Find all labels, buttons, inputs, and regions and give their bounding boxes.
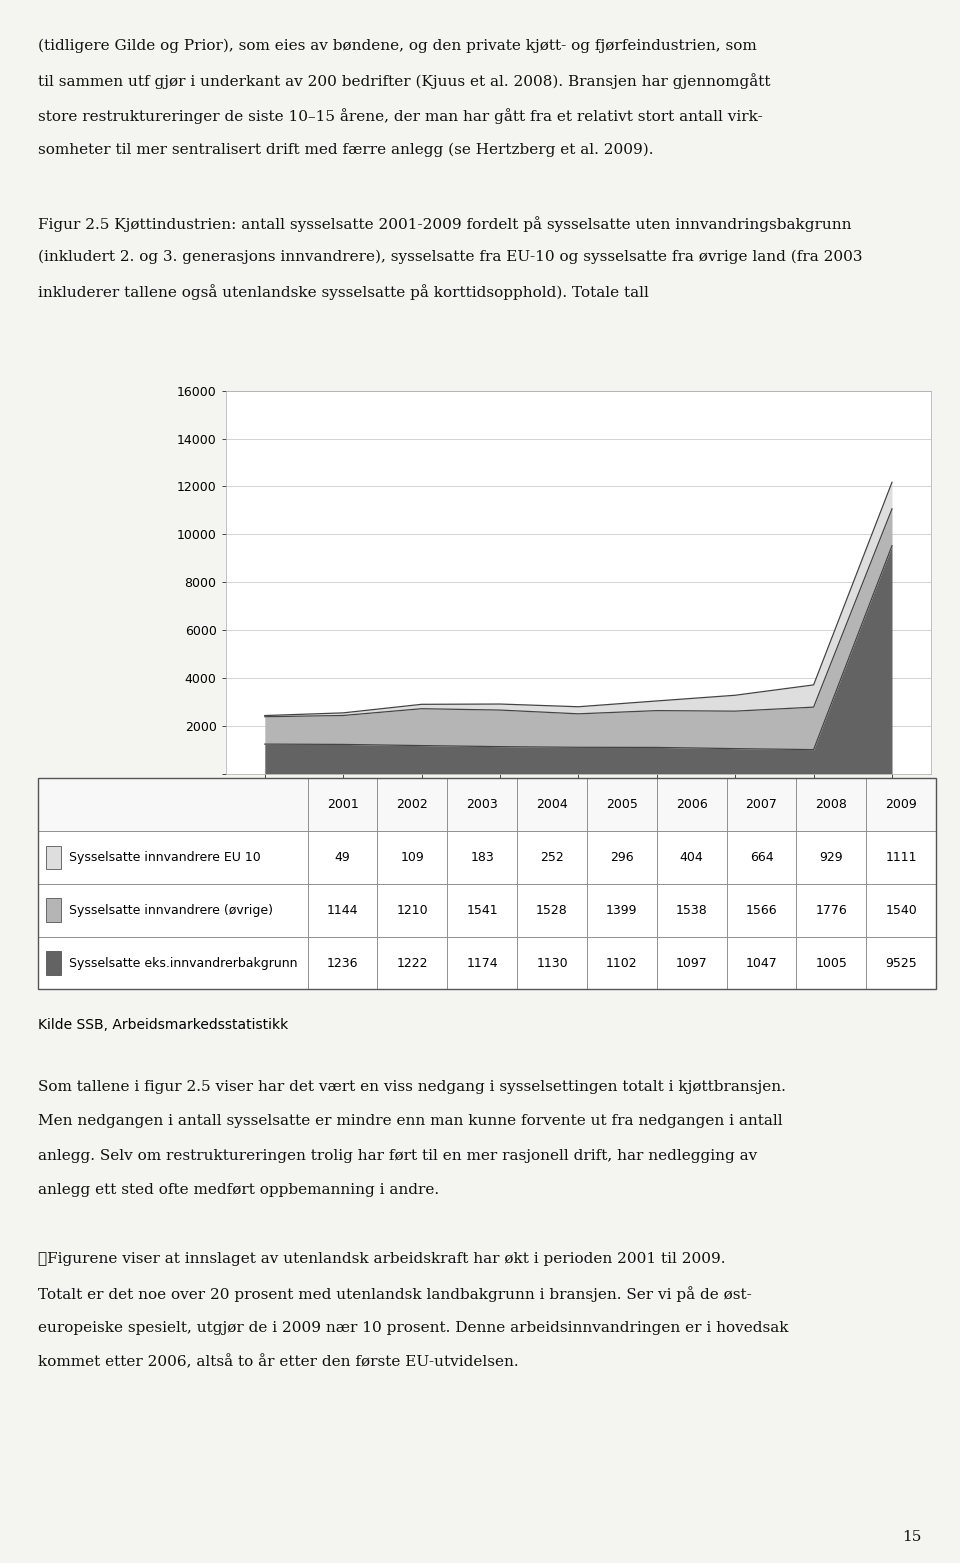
Text: 404: 404	[680, 850, 704, 864]
Text: 1538: 1538	[676, 903, 708, 917]
Text: 1097: 1097	[676, 957, 708, 969]
Text: 1540: 1540	[885, 903, 917, 917]
Text: 1236: 1236	[326, 957, 358, 969]
Text: 2006: 2006	[676, 799, 708, 811]
Text: 2008: 2008	[815, 799, 848, 811]
Text: til sammen utf gjør i underkant av 200 bedrifter (Kjuus et al. 2008). Bransjen h: til sammen utf gjør i underkant av 200 b…	[38, 73, 771, 89]
Text: 2002: 2002	[396, 799, 428, 811]
Text: 1222: 1222	[396, 957, 428, 969]
Text: kommet etter 2006, altså to år etter den første EU-utvidelsen.: kommet etter 2006, altså to år etter den…	[38, 1355, 519, 1369]
Text: 664: 664	[750, 850, 773, 864]
Text: 2007: 2007	[746, 799, 778, 811]
Text: 1130: 1130	[537, 957, 567, 969]
Text: anlegg ett sted ofte medført oppbemanning i andre.: anlegg ett sted ofte medført oppbemannin…	[38, 1183, 440, 1197]
Text: 2005: 2005	[606, 799, 637, 811]
Text: Figurene viser at innslaget av utenlandsk arbeidskraft har økt i perioden 2001 t: Figurene viser at innslaget av utenlands…	[38, 1252, 726, 1266]
Text: Sysselsatte innvandrere EU 10: Sysselsatte innvandrere EU 10	[68, 850, 260, 864]
Text: 9525: 9525	[885, 957, 917, 969]
Text: 15: 15	[902, 1530, 922, 1544]
Text: (inkludert 2. og 3. generasjons innvandrere), sysselsatte fra EU-10 og sysselsat: (inkludert 2. og 3. generasjons innvandr…	[38, 250, 863, 264]
Text: 183: 183	[470, 850, 494, 864]
Text: Totalt er det noe over 20 prosent med utenlandsk landbakgrunn i bransjen. Ser vi: Totalt er det noe over 20 prosent med ut…	[38, 1286, 752, 1302]
Text: Sysselsatte innvandrere (øvrige): Sysselsatte innvandrere (øvrige)	[68, 903, 273, 917]
Text: 1174: 1174	[467, 957, 498, 969]
Text: 1144: 1144	[326, 903, 358, 917]
Text: 252: 252	[540, 850, 564, 864]
Text: 2003: 2003	[467, 799, 498, 811]
Text: 1005: 1005	[815, 957, 848, 969]
Text: Men nedgangen i antall sysselsatte er mindre enn man kunne forvente ut fra nedga: Men nedgangen i antall sysselsatte er mi…	[38, 1114, 783, 1128]
Text: 2004: 2004	[536, 799, 568, 811]
Text: 2009: 2009	[885, 799, 917, 811]
Text: Figur 2.5 Kjøttindustrien: antall sysselsatte 2001-2009 fordelt på sysselsatte u: Figur 2.5 Kjøttindustrien: antall syssel…	[38, 216, 852, 231]
Text: inkluderer tallene også utenlandske sysselsatte på korttidsopphold). Totale tall: inkluderer tallene også utenlandske syss…	[38, 284, 649, 300]
Text: Sysselsatte eks.innvandrerbakgrunn: Sysselsatte eks.innvandrerbakgrunn	[68, 957, 297, 969]
Text: store restruktureringer de siste 10–15 årene, der man har gått fra et relativt s: store restruktureringer de siste 10–15 å…	[38, 108, 763, 123]
Text: (tidligere Gilde og Prior), som eies av bøndene, og den private kjøtt- og fjørfe: (tidligere Gilde og Prior), som eies av …	[38, 39, 757, 53]
Text: 1541: 1541	[467, 903, 498, 917]
Text: 1399: 1399	[606, 903, 637, 917]
Text: 109: 109	[400, 850, 424, 864]
Text: 1566: 1566	[746, 903, 778, 917]
Text: 296: 296	[610, 850, 634, 864]
Text: 1111: 1111	[885, 850, 917, 864]
Text: 2001: 2001	[326, 799, 358, 811]
Text: 1776: 1776	[815, 903, 847, 917]
Text: 1210: 1210	[396, 903, 428, 917]
Text: 49: 49	[335, 850, 350, 864]
Text: Kilde SSB, Arbeidsmarkedsstatistikk: Kilde SSB, Arbeidsmarkedsstatistikk	[38, 1018, 289, 1032]
Text: Som tallene i figur 2.5 viser har det vært en viss nedgang i sysselsettingen tot: Som tallene i figur 2.5 viser har det væ…	[38, 1080, 786, 1094]
Text: somheter til mer sentralisert drift med færre anlegg (se Hertzberg et al. 2009).: somheter til mer sentralisert drift med …	[38, 142, 654, 156]
Text: anlegg. Selv om restruktureringen trolig har ført til en mer rasjonell drift, ha: anlegg. Selv om restruktureringen trolig…	[38, 1149, 757, 1163]
Text: 929: 929	[820, 850, 843, 864]
Text: 1102: 1102	[606, 957, 637, 969]
Text: 1528: 1528	[536, 903, 568, 917]
Text: 1047: 1047	[746, 957, 778, 969]
Text: europeiske spesielt, utgjør de i 2009 nær 10 prosent. Denne arbeidsinnvandringen: europeiske spesielt, utgjør de i 2009 næ…	[38, 1321, 789, 1335]
